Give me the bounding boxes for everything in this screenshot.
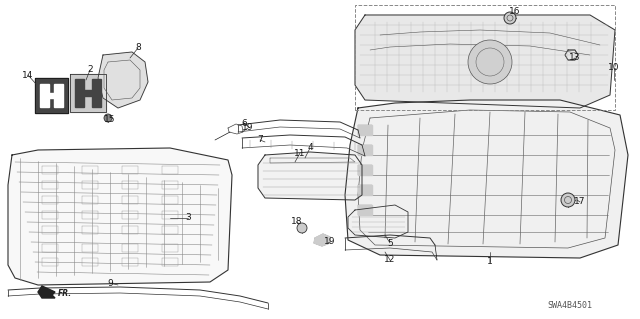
Text: 15: 15 [104,115,116,124]
Polygon shape [258,152,362,200]
Polygon shape [35,78,68,113]
Polygon shape [54,84,63,107]
Circle shape [104,114,112,122]
Text: 11: 11 [294,149,306,158]
Text: 6: 6 [241,118,247,128]
Text: 2: 2 [87,65,93,75]
Polygon shape [314,234,330,246]
Text: 10: 10 [608,63,620,72]
Circle shape [468,40,512,84]
Circle shape [504,12,516,24]
Polygon shape [98,52,148,108]
Text: 4: 4 [307,144,313,152]
Polygon shape [70,74,106,112]
Polygon shape [40,84,49,107]
Text: 9: 9 [107,278,113,287]
Circle shape [561,193,575,207]
Text: 16: 16 [509,8,521,17]
Text: 1: 1 [487,257,493,266]
Text: 13: 13 [569,54,580,63]
Text: 19: 19 [243,123,253,132]
Polygon shape [38,286,55,298]
Text: 5: 5 [387,239,393,248]
Polygon shape [565,50,578,60]
Polygon shape [358,165,372,175]
Polygon shape [358,205,372,215]
Text: SWA4B4501: SWA4B4501 [547,300,593,309]
Circle shape [297,223,307,233]
Polygon shape [75,79,84,107]
Text: 12: 12 [384,256,396,264]
Polygon shape [84,90,92,96]
Text: FR.: FR. [58,290,72,299]
Text: 17: 17 [574,197,586,206]
Polygon shape [358,185,372,195]
Polygon shape [8,148,232,285]
Polygon shape [358,145,372,155]
Polygon shape [355,15,615,108]
Text: 8: 8 [135,43,141,53]
Polygon shape [348,205,408,238]
Polygon shape [358,125,372,135]
Text: 18: 18 [291,218,303,226]
Polygon shape [92,79,101,107]
Bar [355,5,615,110]
Text: 7: 7 [257,136,263,145]
Text: 3: 3 [185,213,191,222]
Text: 14: 14 [22,70,34,79]
Polygon shape [345,100,628,258]
Polygon shape [49,93,54,98]
Text: 19: 19 [324,238,336,247]
